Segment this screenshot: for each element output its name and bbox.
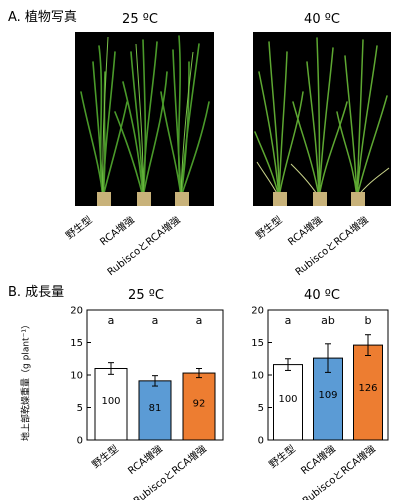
section-b-title: B. 成長量: [8, 285, 65, 300]
chart-40-title: 40 ºC: [304, 288, 340, 303]
photo-40-label-rca: RCA増強: [286, 214, 325, 249]
photo-25-temp: 25 ºC: [122, 12, 158, 27]
rice-plants-40c-image: [253, 32, 391, 206]
significance-letter: a: [196, 314, 203, 327]
category-label: RubiscoとRCA増強: [131, 442, 209, 500]
photo-25-label-rca: RCA増強: [98, 214, 137, 249]
relative-value-label: 100: [278, 394, 297, 405]
y-tick-label: 20: [251, 306, 264, 317]
category-label: 野生型: [89, 442, 121, 471]
relative-value-label: 92: [193, 399, 206, 410]
relative-value-label: 109: [318, 390, 337, 401]
chart-40c: 05101520100a野生型109abRCA増強126bRubiscoとRCA…: [251, 306, 389, 500]
section-a-title: A. 植物写真: [8, 10, 77, 25]
photo-40-label-wildtype: 野生型: [254, 214, 285, 242]
plant-photo-40c: [253, 32, 391, 206]
significance-letter: a: [108, 314, 115, 327]
significance-letter: ab: [321, 314, 335, 327]
y-tick-label: 5: [77, 403, 83, 414]
y-tick-label: 10: [251, 371, 264, 382]
y-tick-label: 0: [258, 436, 264, 447]
photo-40-temp: 40 ºC: [304, 12, 340, 27]
significance-letter: a: [152, 314, 159, 327]
photo-25-label-wildtype: 野生型: [64, 214, 95, 242]
y-tick-label: 5: [258, 403, 264, 414]
bar: [138, 380, 172, 441]
rice-plants-25c-image: [75, 32, 214, 206]
relative-value-label: 100: [101, 396, 120, 407]
y-tick-label: 15: [70, 338, 83, 349]
growth-charts: 05101520100a野生型81aRCA増強92aRubiscoとRCA増強 …: [70, 306, 389, 500]
category-label: 野生型: [266, 442, 298, 471]
significance-letter: a: [285, 314, 292, 327]
bar: [273, 364, 303, 441]
chart-25-title: 25 ºC: [128, 288, 164, 303]
y-tick-label: 0: [77, 436, 83, 447]
bar: [94, 368, 128, 441]
bar: [353, 344, 383, 441]
relative-value-label: 81: [149, 403, 162, 414]
category-label: RCA増強: [298, 442, 338, 477]
relative-value-label: 126: [358, 383, 377, 394]
category-label: RCA増強: [125, 442, 165, 477]
chart-25c: 0 5 10 15 20 100 a 野生型 81 a RCA増強 92 a RubiscoとRCA増強: [70, 306, 224, 500]
bar: [182, 372, 216, 441]
y-tick-label: 15: [251, 338, 264, 349]
y-tick-label: 10: [70, 371, 83, 382]
significance-letter: b: [365, 314, 372, 327]
plant-photo-25c: [75, 32, 214, 206]
y-tick-label: 20: [70, 306, 83, 317]
